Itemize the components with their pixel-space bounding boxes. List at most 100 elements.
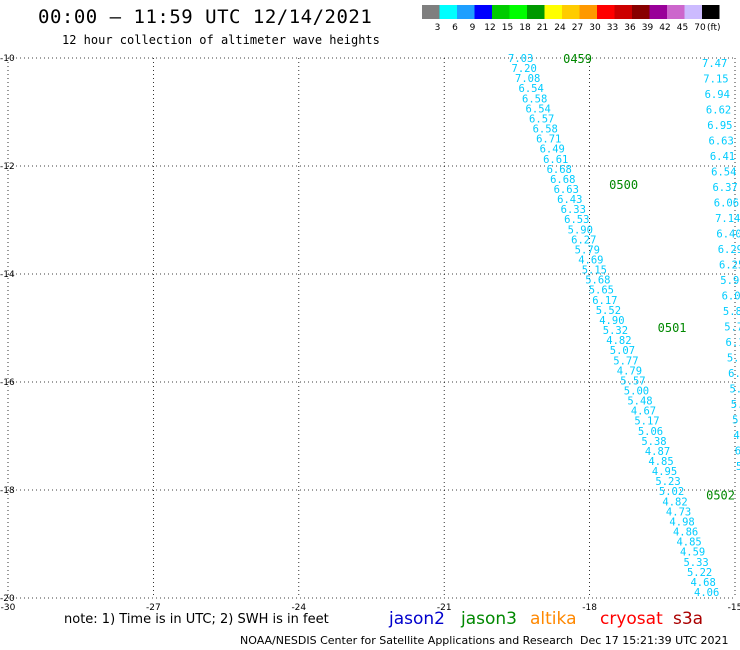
satellite-label-altika: altika: [530, 609, 577, 629]
note-text: note: 1) Time is in UTC; 2) SWH is in fe…: [64, 612, 329, 627]
colorbar-tick-label: 3: [435, 23, 441, 33]
satellite-label-jason2: jason2: [389, 609, 445, 629]
wave-height-label: 5.1: [727, 353, 740, 365]
wave-height-label: 5.7: [724, 322, 740, 334]
lon-tick-label: -30: [1, 603, 16, 613]
colorbar-tick-label: 15: [502, 23, 513, 33]
wave-height-label: 6.54: [526, 103, 551, 115]
wave-height-label: 5.15: [582, 265, 607, 277]
colorbar-swatch: [614, 5, 632, 19]
wave-height-label: 5.38: [641, 436, 666, 448]
wave-height-label: 6.95: [707, 120, 732, 132]
wave-height-label: 4.59: [680, 547, 705, 559]
lat-tick-label: -14: [0, 270, 15, 280]
colorbar-tick-label: 36: [624, 23, 636, 33]
wave-height-label: 6.63: [709, 136, 734, 148]
wave-height-label: 5.65: [589, 285, 614, 297]
colorbar-tick-label: 18: [519, 23, 531, 33]
wave-height-label: 5.32: [603, 325, 628, 337]
lon-tick-label: -24: [291, 603, 306, 613]
wave-height-label: 4.06: [694, 587, 719, 599]
wave-height-label: 5.23: [655, 476, 680, 488]
wave-height-label: 5.22: [687, 567, 712, 579]
wave-height-label: 5.1: [729, 384, 740, 396]
colorbar-tick-label: 24: [554, 23, 566, 33]
satellite-label-jason3: jason3: [461, 609, 517, 629]
colorbar-tick-label: 70: [694, 23, 706, 33]
lon-tick-label: -18: [582, 603, 597, 613]
wave-height-label: 4.68: [690, 577, 715, 589]
wave-height-label: 6.94: [705, 89, 730, 101]
wave-height-label: 5.06: [638, 426, 663, 438]
lat-tick-label: -20: [0, 594, 15, 604]
wave-height-label: 6.1: [726, 337, 740, 349]
wave-height-label: 4.79: [617, 365, 642, 377]
wave-height-label: 6.33: [561, 204, 586, 216]
wave-height-label: 6.62: [706, 105, 731, 117]
colorbar-tick-label: 39: [642, 23, 654, 33]
generated-timestamp: Dec 17 15:21:39 UTC 2021: [580, 634, 729, 647]
wave-height-label: 4.9: [733, 430, 740, 442]
colorbar-swatch: [579, 5, 597, 19]
wave-height-label: 7.15: [703, 74, 728, 86]
colorbar-swatch: [422, 5, 440, 19]
colorbar-swatch: [457, 5, 475, 19]
colorbar-swatch: [649, 5, 667, 19]
colorbar-swatch: [597, 5, 615, 19]
wave-height-label: 4.82: [606, 335, 631, 347]
colorbar-swatch: [632, 5, 650, 19]
wave-height-label: 6.54: [519, 83, 544, 95]
wave-height-label: 5.33: [683, 557, 708, 569]
wave-height-colorbar: 3 6 9 12 15 18 21 24 27 30 33 36 39 42 45 70 (ft): [422, 5, 721, 33]
colorbar-tick-label: 42: [659, 23, 670, 33]
time-label: 0459: [563, 52, 592, 66]
time-label: 0501: [658, 321, 687, 335]
colorbar-tick-label: 12: [484, 23, 495, 33]
colorbar-swatch: [509, 5, 527, 19]
satellite-label-s3a: s3a: [673, 609, 704, 629]
colorbar-swatch: [439, 5, 457, 19]
wave-height-label: 6.0: [728, 368, 740, 380]
wave-height-label: 6.71: [536, 134, 561, 146]
lat-tick-label: -10: [0, 54, 15, 64]
wave-height-label: 4.95: [652, 466, 677, 478]
wave-height-label: 6.63: [554, 184, 579, 196]
lon-tick-label: -21: [437, 603, 452, 613]
wave-height-label: 6.40: [716, 229, 740, 241]
wave-height-label: 6.58: [533, 124, 558, 136]
satellite-label-cryosat: cryosat: [600, 609, 663, 629]
colorbar-swatch: [684, 5, 702, 19]
colorbar-tick-label: 21: [537, 23, 548, 33]
wave-height-label: 7.47: [702, 58, 727, 70]
wave-height-label: 6.06: [714, 198, 739, 210]
colorbar-tick-label: 33: [607, 23, 618, 33]
colorbar-unit: (ft): [707, 23, 721, 33]
wave-height-label: 5.80: [723, 306, 740, 318]
wave-height-label: 6.58: [522, 93, 547, 105]
credit-text: NOAA/NESDIS Center for Satellite Applica…: [240, 634, 574, 647]
wave-height-label: 6.43: [557, 194, 582, 206]
wave-height-label: 6.41: [710, 151, 735, 163]
wave-height-label: 4.82: [662, 496, 687, 508]
time-label: 0502: [706, 488, 735, 502]
wave-height-label: 5.07: [610, 345, 635, 357]
wave-height-label: 5.02: [659, 486, 684, 498]
page-subtitle: 12 hour collection of altimeter wave hei…: [62, 33, 380, 47]
colorbar-swatch: [474, 5, 492, 19]
wave-height-label: 5.00: [624, 385, 649, 397]
wave-height-label: 7.03: [508, 53, 533, 65]
time-label: 0500: [609, 178, 638, 192]
wave-height-label: 5.48: [627, 396, 652, 408]
wave-height-label: 7.20: [512, 63, 537, 75]
wave-height-label: 4.86: [673, 527, 698, 539]
wave-height-label: 6.29: [718, 244, 740, 256]
lat-tick-label: -12: [0, 162, 15, 172]
lon-tick-label: -27: [146, 603, 161, 613]
wave-height-label: 5.4: [731, 399, 740, 411]
wave-height-label: 5.77: [613, 355, 638, 367]
wave-height-label: 6.68: [550, 174, 575, 186]
wave-height-label: 5.90: [568, 224, 593, 236]
wave-height-label: 4.98: [669, 516, 694, 528]
wave-height-label: 5.68: [585, 275, 610, 287]
wave-height-label: 4.85: [676, 537, 701, 549]
